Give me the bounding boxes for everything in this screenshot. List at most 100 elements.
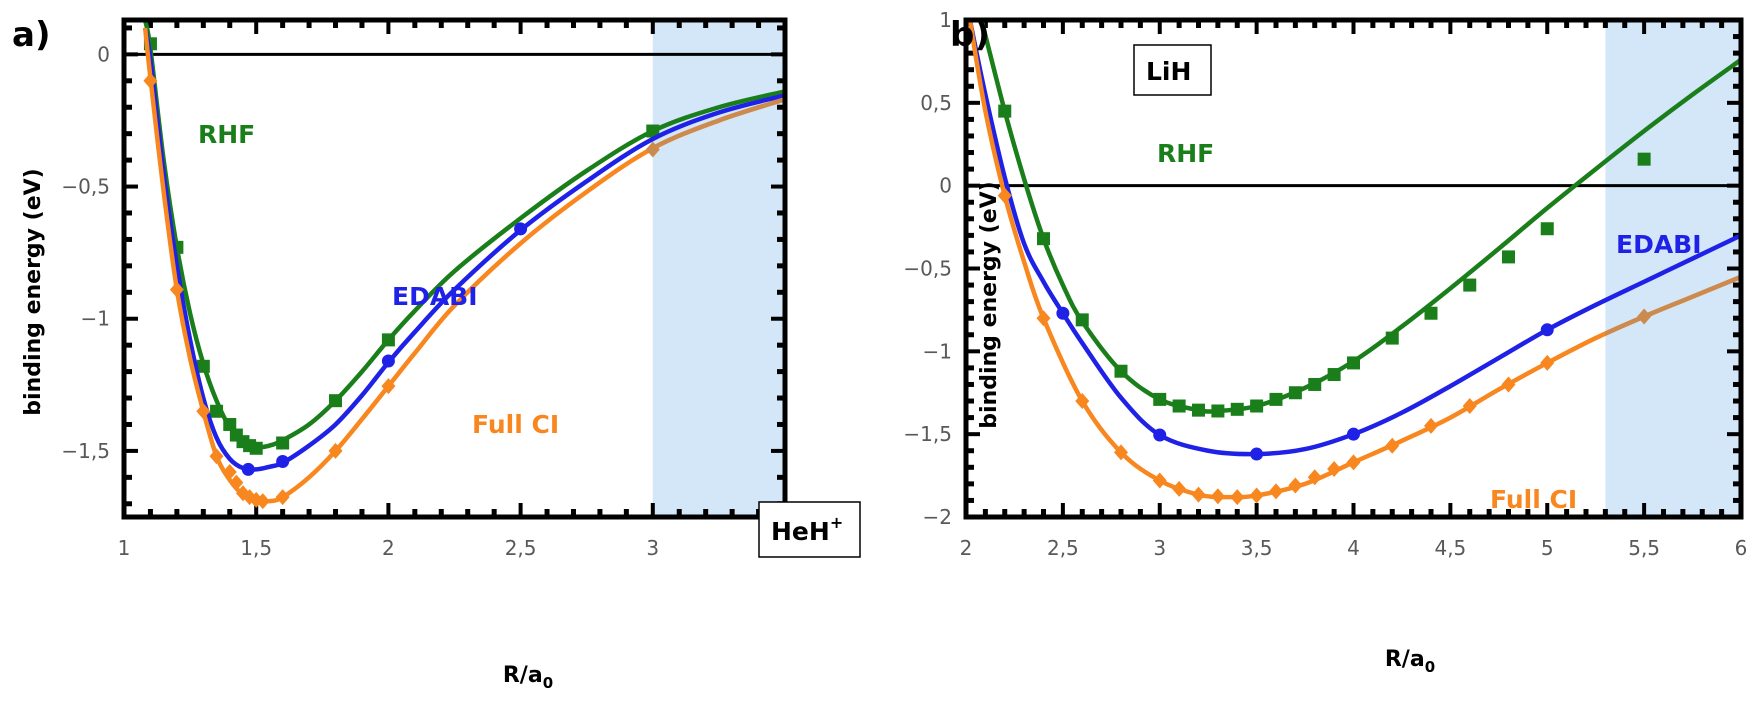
marker-edabi <box>1056 306 1070 320</box>
marker-rhf <box>1308 377 1322 391</box>
marker-full-ci <box>1075 393 1090 410</box>
y-tick-label: 0 <box>97 42 110 66</box>
marker-full-ci <box>209 448 224 465</box>
panel-a-molecule-box: HeH+ <box>758 501 861 558</box>
marker-full-ci <box>1424 417 1438 434</box>
panel-b-label-rhf: RHF <box>1157 139 1214 168</box>
y-tick-label: −1,5 <box>61 439 110 463</box>
marker-rhf <box>1114 364 1128 378</box>
marker-rhf <box>210 404 224 418</box>
x-tick-label: 5 <box>1541 536 1554 560</box>
marker-full-ci <box>997 187 1012 204</box>
marker-full-ci <box>381 378 396 395</box>
marker-full-ci <box>1462 398 1477 415</box>
series-line-edabi <box>967 20 1741 457</box>
panel-b-series <box>967 20 1741 506</box>
marker-full-ci <box>645 141 660 158</box>
marker-rhf <box>196 359 210 373</box>
marker-full-ci <box>1269 483 1283 500</box>
marker-full-ci <box>1346 454 1361 471</box>
svg-text:HeH+: HeH+ <box>771 513 843 546</box>
panel-a-xlabel: R/a0 <box>503 663 553 692</box>
marker-rhf <box>1153 392 1167 406</box>
marker-full-ci <box>1230 489 1245 506</box>
marker-rhf <box>276 436 290 450</box>
panel-b-label-edabi: EDABI <box>1616 230 1702 259</box>
y-tick-label: −0,5 <box>61 175 110 199</box>
panel-a-label-fullci: Full CI <box>472 410 559 439</box>
marker-full-ci <box>169 281 184 298</box>
marker-full-ci <box>1249 487 1264 504</box>
marker-full-ci <box>328 442 343 459</box>
x-tick-label: 2,5 <box>505 536 537 560</box>
panel-b-label-fullci: Full CI <box>1490 485 1577 514</box>
panel-b-molecule: LiH <box>1146 57 1191 86</box>
panel-a-chart: 11,522,533,50−0,5−1−1,5 a) RHF EDABI Ful… <box>12 15 861 692</box>
marker-full-ci <box>1210 488 1225 505</box>
panel-b-frame <box>963 17 1744 520</box>
marker-rhf <box>1037 232 1050 246</box>
marker-full-ci <box>255 493 270 510</box>
marker-rhf <box>1463 278 1477 292</box>
y-tick-label: −1 <box>923 339 952 363</box>
x-tick-label: 4 <box>1347 536 1360 560</box>
x-tick-label: 1,5 <box>240 536 272 560</box>
panel-b-molecule-box: LiH <box>1133 44 1212 96</box>
marker-edabi <box>276 454 290 468</box>
marker-rhf <box>1172 399 1186 413</box>
panel-b-xlabel: R/a0 <box>1385 647 1435 676</box>
y-tick-label: −1,5 <box>903 422 952 446</box>
marker-full-ci <box>1191 486 1206 503</box>
marker-full-ci <box>196 403 211 420</box>
x-tick-label: 3 <box>1153 536 1166 560</box>
marker-full-ci <box>222 464 237 481</box>
panel-a-frame <box>121 17 788 520</box>
marker-rhf <box>1250 399 1264 413</box>
x-tick-label: 6 <box>1735 536 1748 560</box>
marker-full-ci <box>275 489 290 506</box>
marker-full-ci <box>1385 437 1400 454</box>
marker-edabi <box>381 354 395 368</box>
x-tick-label: 1 <box>118 536 131 560</box>
x-tick-label: 3 <box>646 536 659 560</box>
marker-full-ci <box>1114 444 1128 461</box>
marker-full-ci <box>1327 460 1342 477</box>
panel-b-chart: 2 2,5 3 3,5 4 4,5 5 5,5 6 1 0,5 0 −0,5 −1 −1,5 −2 b) RH… <box>903 8 1747 676</box>
x-tick-label: 2 <box>382 536 395 560</box>
panel-a-label: a) <box>12 15 50 55</box>
panel-a-label-rhf: RHF <box>198 120 255 149</box>
panel-a-ylabel: binding energy (eV) <box>21 168 46 415</box>
y-tick-label: 0,5 <box>920 91 952 115</box>
marker-edabi <box>514 222 528 236</box>
marker-full-ci <box>1540 354 1555 371</box>
marker-full-ci <box>1637 308 1652 325</box>
y-tick-label: −0,5 <box>903 257 952 281</box>
marker-rhf <box>1269 392 1283 406</box>
x-tick-label: 3,5 <box>1241 536 1273 560</box>
marker-rhf <box>381 333 395 347</box>
panel-a-molecule-charge: + <box>830 513 843 532</box>
marker-full-ci <box>1152 472 1167 489</box>
panel-a-label-edabi: EDABI <box>392 282 478 311</box>
marker-rhf <box>1075 313 1089 327</box>
marker-rhf <box>223 417 237 431</box>
marker-rhf <box>1540 222 1554 236</box>
y-tick-label: 1 <box>939 8 952 32</box>
marker-rhf <box>646 124 660 138</box>
marker-full-ci <box>1501 376 1516 393</box>
marker-full-ci <box>1036 310 1051 327</box>
panel-b-tick-labels: 2 2,5 3 3,5 4 4,5 5 5,5 6 1 0,5 0 −0,5 −1 −1,5 −2 <box>903 8 1747 560</box>
marker-full-ci <box>143 72 158 89</box>
y-tick-label: 0 <box>939 174 952 198</box>
marker-rhf <box>1347 356 1360 370</box>
marker-rhf <box>1327 368 1341 382</box>
panel-a-series <box>142 20 785 510</box>
marker-full-ci <box>229 474 244 491</box>
marker-full-ci <box>1172 480 1187 497</box>
marker-rhf <box>1424 306 1438 320</box>
panel-b-label: b) <box>950 15 990 55</box>
y-tick-label: −2 <box>923 505 952 529</box>
marker-rhf <box>249 441 263 455</box>
marker-rhf <box>1502 250 1515 264</box>
